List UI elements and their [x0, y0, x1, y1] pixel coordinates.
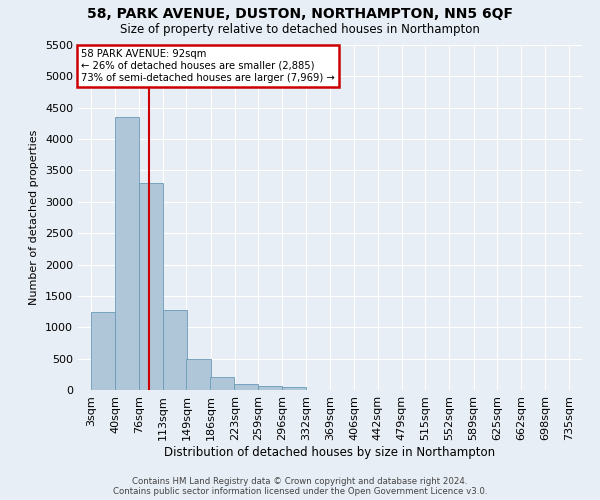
Bar [91, 312, 115, 390]
Text: 58, PARK AVENUE, DUSTON, NORTHAMPTON, NN5 6QF: 58, PARK AVENUE, DUSTON, NORTHAMPTON, NN… [87, 6, 513, 20]
Bar [210, 376, 235, 390]
Bar [187, 360, 211, 390]
Text: Size of property relative to detached houses in Northampton: Size of property relative to detached ho… [120, 22, 480, 36]
Bar [234, 384, 258, 390]
Bar [258, 386, 282, 390]
Bar [139, 183, 163, 390]
Text: Contains HM Land Registry data © Crown copyright and database right 2024.
Contai: Contains HM Land Registry data © Crown c… [113, 476, 487, 496]
Bar [163, 310, 187, 390]
X-axis label: Distribution of detached houses by size in Northampton: Distribution of detached houses by size … [164, 446, 496, 458]
Text: 58 PARK AVENUE: 92sqm
← 26% of detached houses are smaller (2,885)
73% of semi-d: 58 PARK AVENUE: 92sqm ← 26% of detached … [81, 50, 335, 82]
Y-axis label: Number of detached properties: Number of detached properties [29, 130, 40, 305]
Bar [281, 387, 306, 390]
Bar [115, 117, 139, 390]
